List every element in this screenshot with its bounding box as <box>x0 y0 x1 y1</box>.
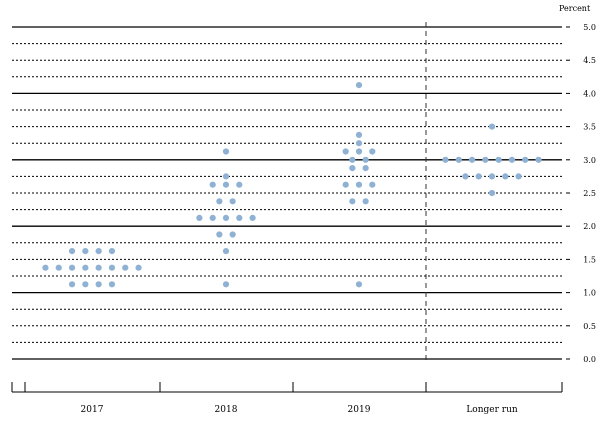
x-axis: 2017 2018 2019 Longer run <box>11 382 563 415</box>
participant-dot <box>122 264 129 271</box>
participant-dot <box>462 173 469 180</box>
y-tick-label: 2.0 <box>583 222 596 231</box>
participant-dot <box>342 148 349 155</box>
participant-dot <box>515 173 522 180</box>
participant-dot <box>68 248 76 255</box>
y-axis-ticks: 0.0 0.5 1.0 1.5 2.0 2.5 3.0 3.5 4.0 4.5 5.0 <box>566 23 596 364</box>
participant-dot <box>68 281 76 288</box>
participant-dot <box>68 264 76 271</box>
participant-dot <box>95 264 102 271</box>
participant-dot <box>355 140 363 147</box>
participant-dot <box>222 148 230 155</box>
participant-dot <box>455 156 462 163</box>
participant-dot <box>355 82 363 89</box>
participant-dot <box>362 165 369 172</box>
participant-dot <box>82 248 89 255</box>
participant-dot <box>209 214 216 221</box>
participant-dot <box>196 214 203 221</box>
participant-dot <box>349 198 356 205</box>
participant-dot <box>135 264 142 271</box>
x-category-label: 2019 <box>348 405 371 415</box>
x-category-label: 2017 <box>81 405 104 415</box>
y-tick-label: 3.5 <box>583 123 596 132</box>
participant-dot <box>229 231 236 238</box>
participant-dot <box>355 148 363 155</box>
participant-dot <box>488 189 496 197</box>
participant-dot <box>42 264 49 271</box>
participant-dot <box>502 173 509 180</box>
participant-dot <box>216 231 223 238</box>
participant-dot <box>369 181 376 188</box>
participant-dot <box>495 156 502 163</box>
participant-dot <box>95 281 102 288</box>
participant-dot <box>362 198 369 205</box>
participant-dot <box>229 198 236 205</box>
gridlines <box>12 26 562 360</box>
x-category-label: 2018 <box>215 405 238 415</box>
participant-dot <box>55 264 62 271</box>
y-axis-unit-label: Percent <box>559 4 591 13</box>
participant-dot <box>488 173 496 180</box>
participant-dot <box>355 181 363 188</box>
participant-dot <box>222 281 230 288</box>
participant-dot <box>209 181 216 188</box>
participant-dot <box>468 156 476 163</box>
participant-dot <box>222 181 230 188</box>
participant-dot <box>369 148 376 155</box>
y-tick-label: 5.0 <box>583 23 596 32</box>
participant-dot <box>236 214 243 221</box>
participant-dot <box>535 156 542 163</box>
participant-dot <box>108 248 116 255</box>
y-tick-label: 4.0 <box>583 89 596 98</box>
participant-dot <box>362 156 369 163</box>
participant-dot <box>442 156 449 163</box>
participant-dot <box>216 198 223 205</box>
y-tick-label: 2.5 <box>583 189 596 198</box>
y-tick-label: 1.0 <box>583 289 596 298</box>
participant-dot <box>522 156 529 163</box>
participant-dot <box>349 165 356 172</box>
x-category-label: Longer run <box>466 405 518 415</box>
participant-dot <box>108 264 116 271</box>
participant-dot <box>222 214 230 221</box>
participant-dot <box>108 281 116 288</box>
participant-dot <box>508 156 516 163</box>
participant-dot <box>488 123 496 130</box>
participant-dot <box>222 173 230 180</box>
y-tick-label: 3.0 <box>583 156 596 165</box>
participant-dot <box>355 131 363 138</box>
participant-dot <box>95 248 102 255</box>
y-tick-label: 0.0 <box>583 355 596 364</box>
participant-dot <box>475 173 482 180</box>
y-tick-label: 4.5 <box>583 56 596 65</box>
participant-dot <box>482 156 489 163</box>
participant-dot <box>349 156 356 163</box>
participant-dot <box>342 181 349 188</box>
y-tick-label: 0.5 <box>583 322 596 331</box>
participant-dot <box>82 281 89 288</box>
participant-dot <box>355 281 363 288</box>
participant-dot <box>82 264 89 271</box>
participant-dot <box>236 181 243 188</box>
y-tick-label: 1.5 <box>583 255 596 264</box>
participant-dot <box>222 248 230 255</box>
participant-dots <box>42 82 542 288</box>
participant-dot <box>249 214 256 221</box>
